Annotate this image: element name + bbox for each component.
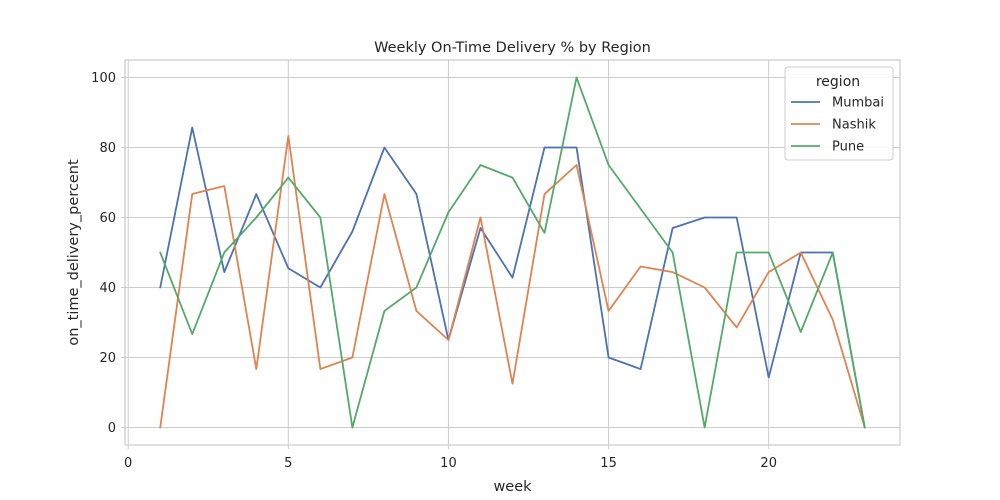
- y-tick-label: 40: [99, 281, 116, 296]
- x-tick-label: 0: [124, 456, 132, 471]
- legend-title: region: [816, 74, 860, 90]
- plot-frame: [124, 59, 901, 446]
- x-tick-label: 10: [440, 456, 457, 471]
- series-line-nashik: [159, 135, 866, 429]
- x-tick-label: 20: [760, 456, 777, 471]
- y-tick-label: 20: [99, 351, 116, 366]
- y-tick-label: 80: [99, 141, 116, 156]
- y-tick-label: 0: [108, 421, 116, 436]
- series-line-mumbai: [159, 126, 866, 429]
- x-tick-label: 5: [284, 456, 292, 471]
- series-layer: [159, 76, 866, 429]
- x-tick-label: 15: [600, 456, 617, 471]
- legend-label: Nashik: [832, 118, 876, 133]
- plot-background: [125, 60, 900, 445]
- chart-title: Weekly On-Time Delivery % by Region: [374, 40, 651, 56]
- x-axis-label: week: [493, 479, 532, 495]
- legend-box: [784, 66, 894, 161]
- y-tick-label: 100: [91, 71, 116, 86]
- tick-labels: 0 5 10 15 20 0 20 40 60 80 100: [91, 71, 777, 471]
- series-line-pune: [159, 76, 866, 429]
- legend-label: Pune: [832, 140, 864, 155]
- y-tick-label: 60: [99, 211, 116, 226]
- legend-label: Mumbai: [832, 96, 884, 111]
- legend-entries: Mumbai Nashik Pune: [791, 96, 884, 155]
- legend: region Mumbai Nashik Pune: [784, 66, 894, 161]
- y-axis-label: on_time_delivery_percent: [66, 159, 82, 346]
